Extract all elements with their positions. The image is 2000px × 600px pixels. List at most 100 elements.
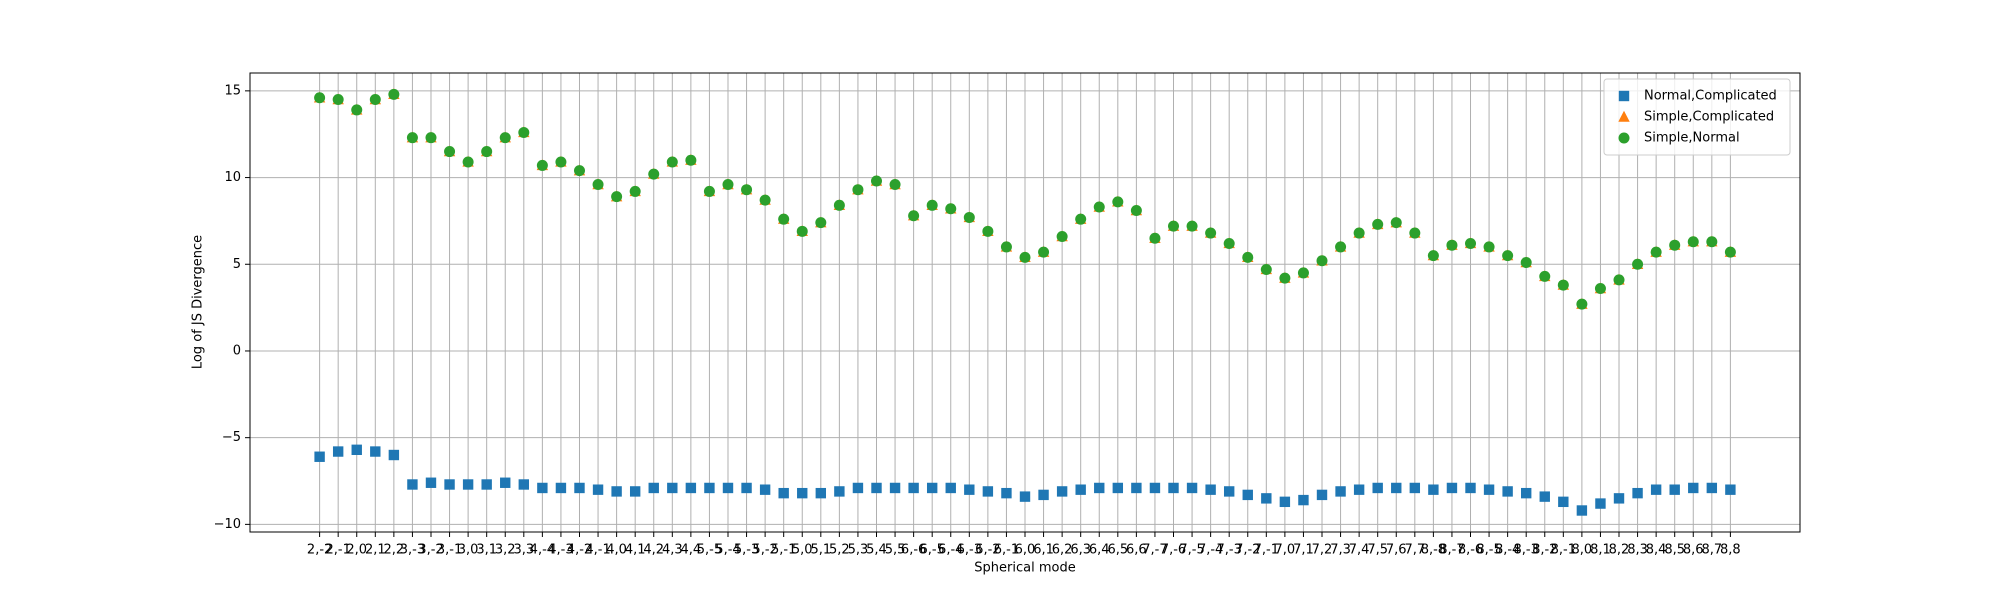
y-tick-label: −10: [214, 517, 241, 532]
data-point: [499, 132, 511, 144]
data-point: [1372, 482, 1383, 494]
data-point: [1576, 298, 1588, 310]
data-point: [1130, 205, 1142, 217]
data-point: [871, 482, 882, 494]
x-tick-label: 8,-3: [1514, 543, 1539, 558]
x-tick-label: 6,6: [1126, 543, 1147, 558]
x-tick-label: 7,4: [1349, 543, 1370, 558]
x-tick-label: 6,0: [1015, 543, 1036, 558]
data-point: [1409, 227, 1421, 239]
data-point: [369, 94, 381, 106]
x-tick-label: 7,7: [1404, 543, 1425, 558]
data-point: [889, 482, 901, 494]
data-point: [500, 477, 511, 488]
data-point: [1223, 237, 1235, 249]
data-point: [1650, 246, 1662, 258]
data-point: [1112, 196, 1124, 208]
data-point: [1446, 239, 1458, 251]
x-tick-label: 8,-5: [1476, 543, 1501, 558]
data-point: [704, 482, 715, 494]
data-point: [1706, 236, 1718, 248]
data-point: [1688, 482, 1699, 494]
x-tick-label: 5,2: [829, 543, 850, 558]
y-tick-label: 5: [233, 257, 241, 272]
data-point: [611, 191, 623, 203]
data-point: [1019, 491, 1031, 502]
data-point: [834, 486, 845, 497]
data-point: [815, 487, 827, 499]
data-point: [741, 184, 753, 196]
data-point: [1390, 217, 1402, 229]
data-point: [592, 484, 604, 495]
data-point: [852, 184, 864, 196]
data-point: [1446, 482, 1458, 494]
data-point: [388, 449, 400, 461]
data-point: [555, 482, 567, 494]
data-point: [889, 178, 901, 190]
data-point: [314, 92, 326, 104]
data-point: [1261, 493, 1272, 504]
x-tick-label: 6,-1: [994, 543, 1019, 558]
data-point: [926, 199, 938, 211]
x-tick-label: 7,-1: [1254, 543, 1279, 558]
data-point: [1502, 486, 1513, 497]
x-tick-label: 7,-5: [1179, 543, 1204, 558]
data-point: [425, 132, 437, 144]
x-tick-label: 4,2: [643, 543, 664, 558]
data-point: [406, 132, 418, 144]
x-tick-label: 8,8: [1720, 543, 1741, 558]
x-tick-label: 5,-4: [715, 543, 740, 558]
data-point: [1725, 484, 1736, 495]
data-point: [1595, 498, 1606, 509]
data-point: [833, 199, 845, 211]
x-tick-label: 3,3: [513, 543, 534, 558]
y-axis-label: Log of JS Divergence: [191, 235, 206, 369]
data-point: [1038, 489, 1049, 501]
x-tick-label: 7,2: [1312, 543, 1333, 558]
data-point: [1353, 227, 1365, 239]
x-tick-label: 4,-3: [548, 543, 573, 558]
x-tick-label: 4,1: [625, 543, 646, 558]
x-tick-label: 3,-3: [400, 543, 425, 558]
data-point: [1186, 220, 1198, 232]
data-point: [1149, 232, 1161, 244]
x-tick-label: 7,6: [1386, 543, 1407, 558]
data-point: [314, 451, 325, 462]
data-point: [332, 446, 344, 457]
x-tick-label: 7,-3: [1217, 543, 1242, 558]
data-point: [462, 479, 474, 490]
x-tick-label: 5,0: [792, 543, 813, 558]
data-point: [685, 154, 697, 166]
x-tick-label: 5,5: [885, 543, 906, 558]
legend-label: Simple,Complicated: [1644, 110, 1774, 125]
data-point: [796, 225, 808, 237]
data-point: [1669, 484, 1680, 495]
data-point: [444, 479, 455, 490]
x-tick-label: 6,-2: [975, 543, 1000, 558]
data-point: [759, 194, 771, 206]
legend-frame: [1603, 78, 1791, 156]
data-point: [797, 487, 808, 499]
x-tick-label: 6,5: [1107, 543, 1128, 558]
data-point: [1298, 494, 1309, 506]
data-point: [1428, 484, 1439, 495]
legend-marker: [1618, 132, 1630, 144]
data-point: [1483, 484, 1495, 495]
data-point: [852, 482, 864, 494]
x-tick-label: 5,-5: [697, 543, 722, 558]
data-point: [722, 178, 734, 190]
legend-label: Normal,Complicated: [1644, 89, 1777, 104]
data-point: [1297, 267, 1309, 279]
data-point: [1669, 239, 1681, 251]
y-tick-label: −5: [222, 430, 241, 445]
data-point: [1483, 241, 1495, 253]
data-point: [332, 94, 344, 106]
data-point: [573, 165, 585, 177]
data-point: [648, 168, 660, 180]
data-point: [1613, 493, 1625, 504]
x-tick-label: 8,0: [1572, 543, 1593, 558]
data-point: [1372, 218, 1384, 230]
data-point: [1594, 283, 1606, 295]
data-point: [481, 479, 492, 490]
data-point: [555, 156, 567, 168]
